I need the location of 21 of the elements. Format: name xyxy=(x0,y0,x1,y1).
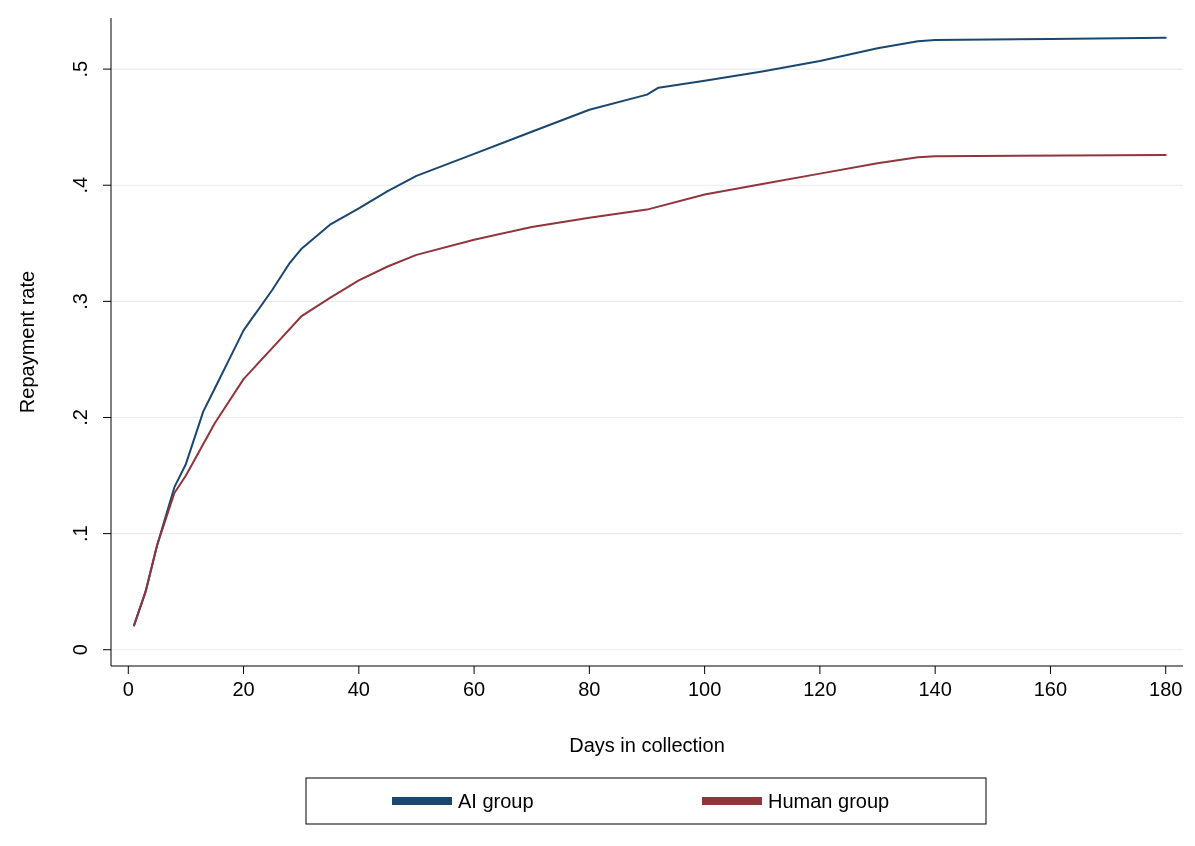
x-tick-label: 180 xyxy=(1149,678,1183,700)
x-tick-label: 140 xyxy=(918,678,952,700)
y-tick-label: .5 xyxy=(69,60,91,78)
x-tick-label: 0 xyxy=(122,678,134,700)
y-axis-title: Repayment rate xyxy=(16,270,38,414)
x-tick-label: 120 xyxy=(803,678,837,700)
y-tick-label: 0 xyxy=(69,644,91,656)
y-tick-label: .4 xyxy=(69,176,91,194)
x-tick-label: 100 xyxy=(687,678,722,700)
x-tick-label: 40 xyxy=(347,678,370,700)
legend-label: Human group xyxy=(768,790,890,812)
y-tick-label: .1 xyxy=(69,525,91,542)
x-tick-label: 20 xyxy=(232,678,255,700)
y-tick-label: .2 xyxy=(69,409,91,426)
x-axis-title: Days in collection xyxy=(569,734,725,756)
y-tick-label: .3 xyxy=(69,293,91,310)
x-tick-label: 80 xyxy=(578,678,601,700)
x-tick-label: 160 xyxy=(1033,678,1068,700)
legend-label: AI group xyxy=(458,790,534,812)
x-tick-label: 60 xyxy=(462,678,486,700)
line-series xyxy=(133,154,1167,627)
